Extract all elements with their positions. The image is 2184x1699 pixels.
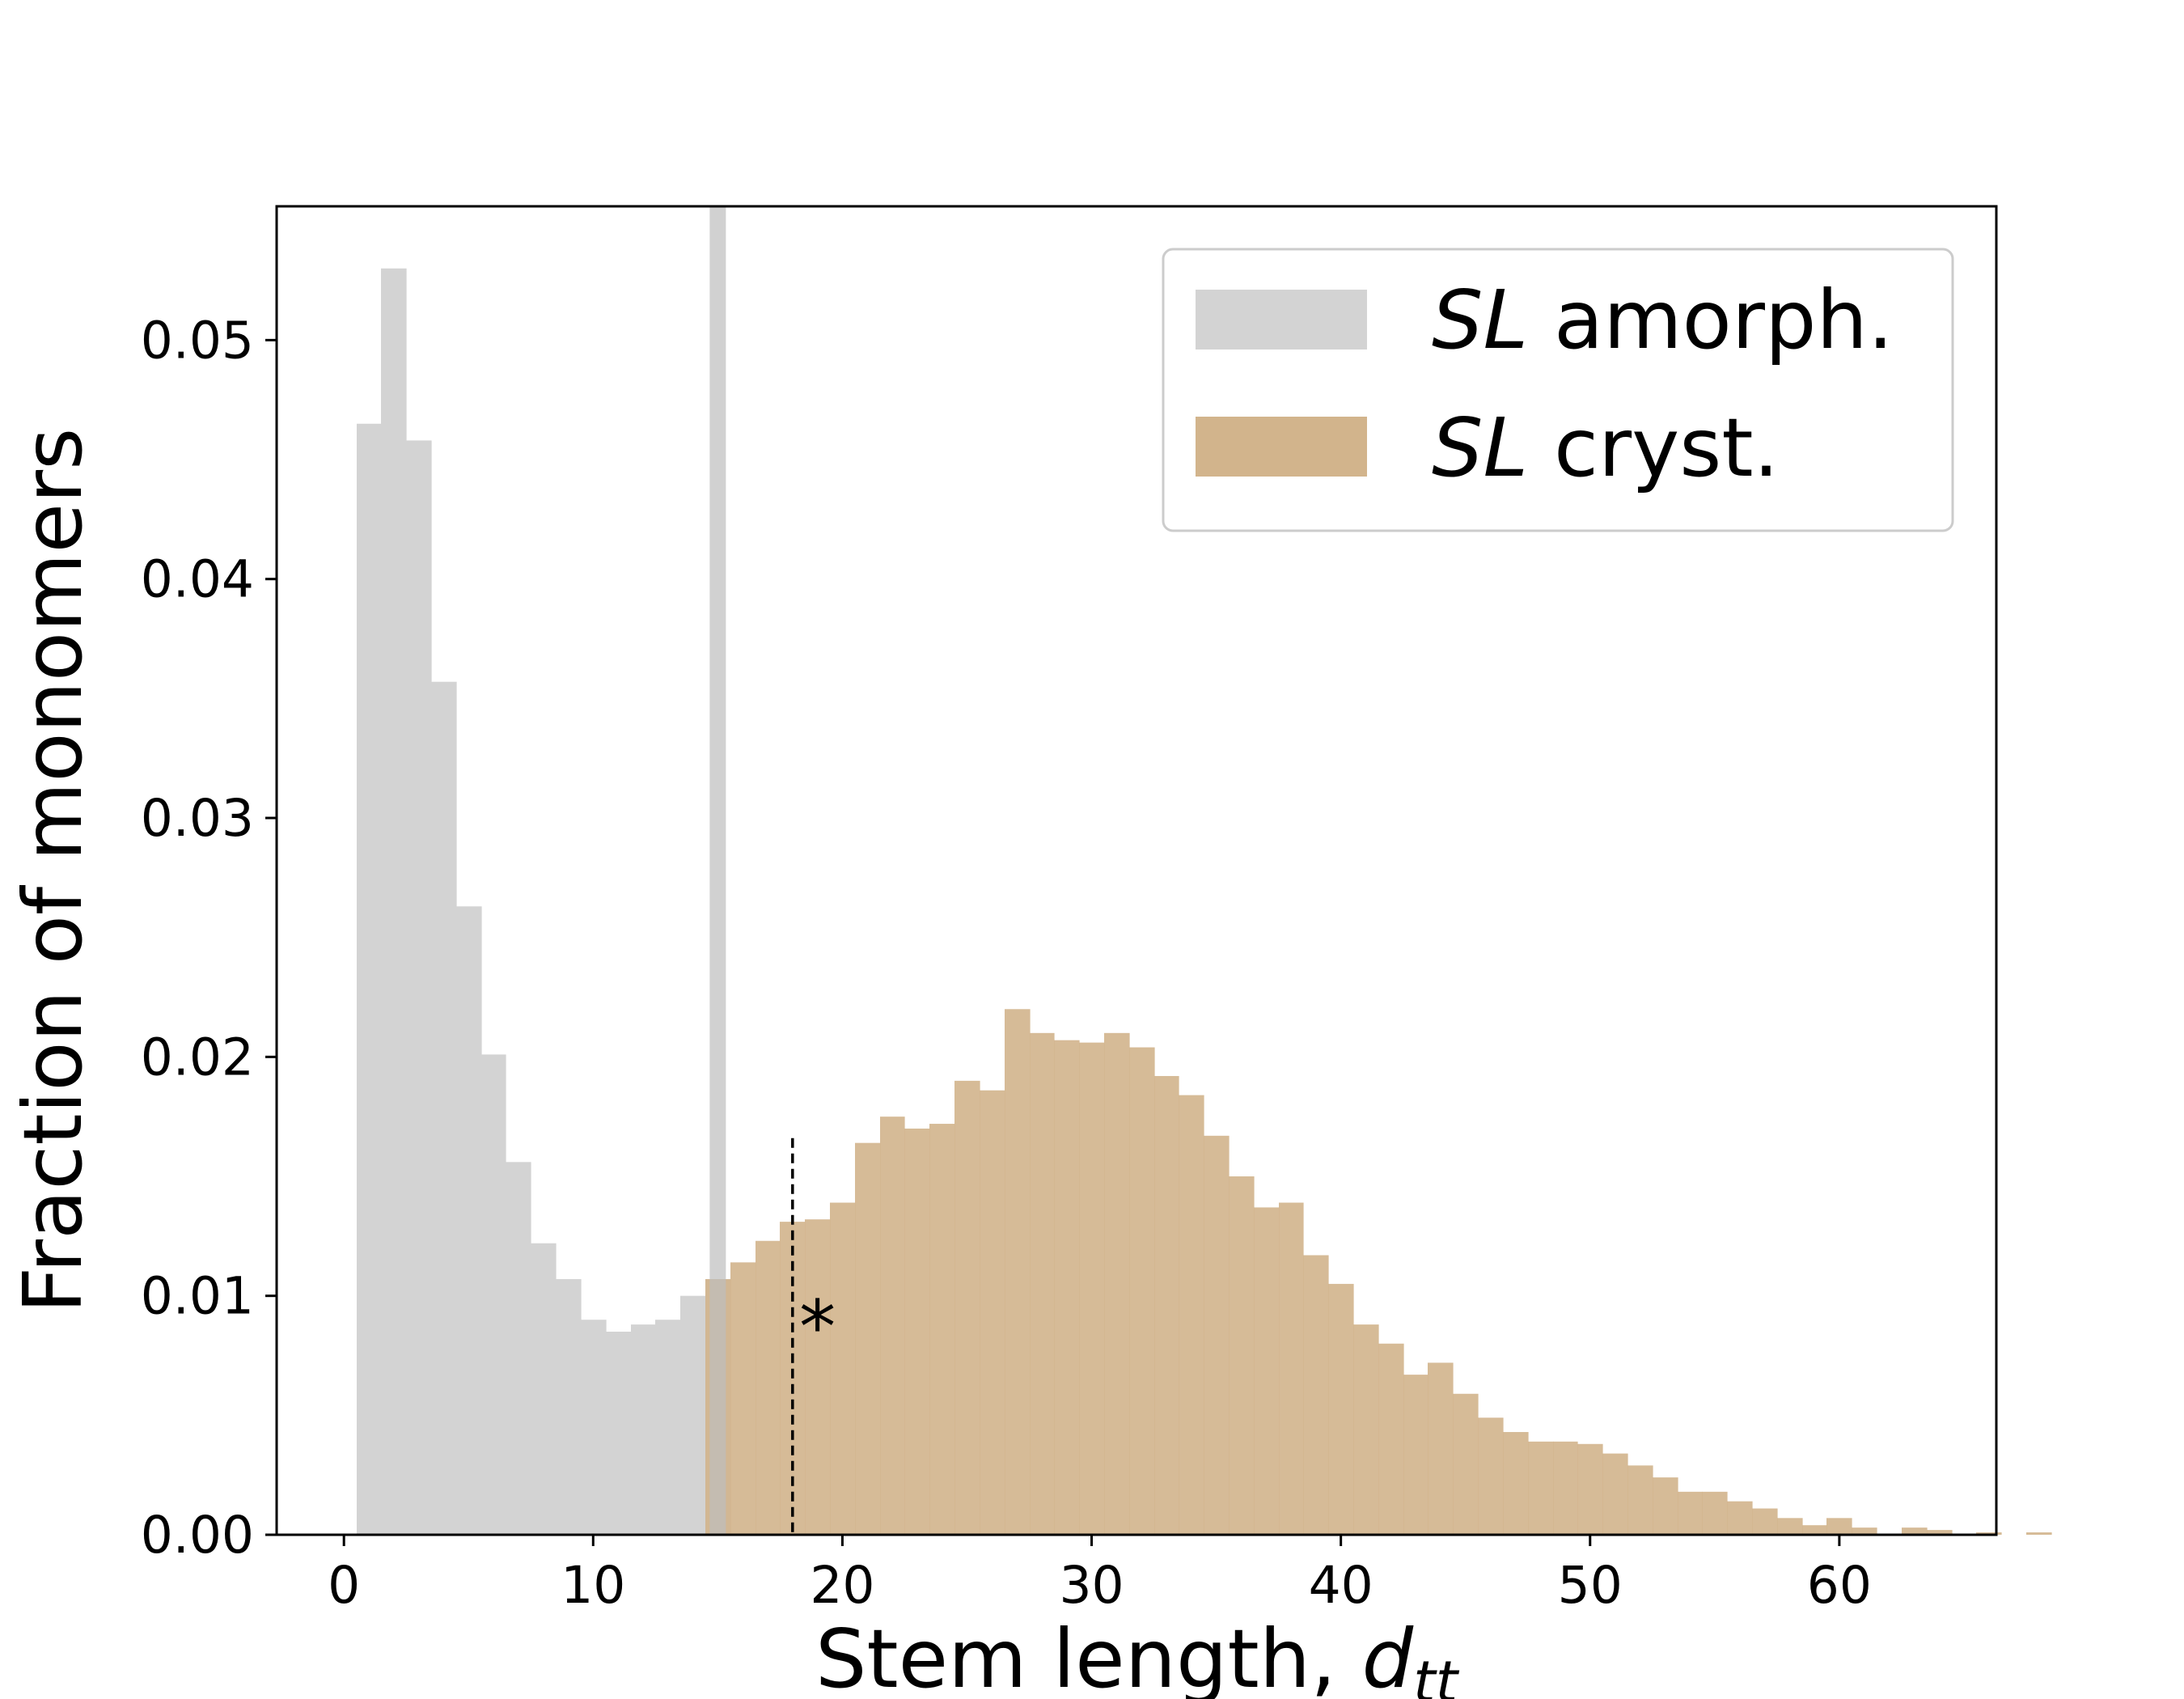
legend-swatch-cryst: [1196, 417, 1367, 477]
bar-cryst-11: [980, 1090, 1005, 1535]
legend-label-cryst: SL cryst.: [1432, 400, 1779, 495]
bar-cryst-43: [1777, 1518, 1803, 1535]
y-tick-label: 0.05: [141, 311, 254, 370]
bar-cryst-6: [855, 1142, 881, 1535]
bar-cryst-35: [1577, 1443, 1603, 1535]
bar-cryst-20: [1204, 1135, 1230, 1535]
bar-cryst-24: [1303, 1255, 1329, 1535]
bar-cryst-5: [830, 1202, 856, 1535]
bar-cryst-34: [1553, 1441, 1578, 1535]
bar-cryst-4: [805, 1219, 831, 1535]
bar-amorph-2: [406, 440, 432, 1535]
bar-cryst-39: [1678, 1491, 1703, 1535]
bar-cryst-44: [1802, 1525, 1827, 1535]
bar-cryst-48: [1902, 1527, 1928, 1535]
y-tick-label: 0.00: [141, 1506, 254, 1565]
bar-cryst-41: [1727, 1501, 1753, 1535]
y-axis-label: Fraction of monomers: [6, 428, 100, 1313]
bar-amorph-13: [680, 1295, 706, 1535]
bar-cryst-15: [1079, 1042, 1105, 1535]
bar-amorph-9: [581, 1320, 607, 1535]
bar-cryst-37: [1627, 1465, 1653, 1535]
bar-amorph-0: [357, 423, 382, 1535]
bar-cryst-31: [1478, 1417, 1504, 1535]
legend-label-cryst-italic: SL: [1432, 400, 1528, 495]
x-tick-label: 60: [1807, 1556, 1872, 1615]
bar-cryst-12: [1005, 1009, 1031, 1535]
bar-amorph-10: [606, 1331, 632, 1535]
bar-cryst-1: [730, 1262, 756, 1535]
y-tick-label: 0.02: [141, 1027, 254, 1087]
bar-cryst-14: [1054, 1040, 1080, 1535]
bar-amorph-7: [531, 1243, 557, 1535]
bar-cryst-36: [1602, 1453, 1628, 1535]
bar-cryst-17: [1129, 1047, 1155, 1535]
bar-cryst-9: [929, 1124, 955, 1535]
bar-cryst-16: [1104, 1032, 1130, 1535]
legend: SL amorph. SL cryst.: [1162, 248, 1954, 532]
x-axis-label-math: d: [1362, 1612, 1414, 1699]
overlay-layer: [709, 206, 794, 1535]
bar-amorph-8: [556, 1279, 582, 1535]
bar-cryst-27: [1378, 1343, 1404, 1535]
axes-layer: 0 10 20 30 40 50 60 0.00 0.01 0.02 0.03 0.04 0.05: [141, 311, 1872, 1615]
bar-cryst-28: [1403, 1375, 1428, 1535]
bar-amorph-4: [456, 906, 482, 1535]
bar-cryst-23: [1279, 1202, 1304, 1535]
legend-swatch-amorph: [1196, 290, 1367, 350]
x-tick-label: 0: [328, 1556, 360, 1615]
y-tick-label: 0.03: [141, 789, 254, 848]
bar-cryst-49: [1927, 1530, 1953, 1535]
bar-cryst-2: [756, 1240, 781, 1535]
bar-cryst-46: [1852, 1527, 1877, 1535]
bars-layer: [357, 268, 2052, 1535]
x-axis-label: Stem length, dtt: [815, 1612, 1460, 1699]
bar-cryst-8: [904, 1128, 930, 1535]
x-axis-label-subscript: tt: [1413, 1649, 1459, 1699]
bar-cryst-33: [1528, 1441, 1554, 1535]
plot-frame: [275, 205, 1998, 1536]
bar-cryst-26: [1353, 1324, 1379, 1535]
y-tick-label: 0.01: [141, 1267, 254, 1326]
legend-label-amorph-italic: SL: [1432, 273, 1528, 367]
bar-cryst-21: [1229, 1176, 1255, 1535]
x-tick-label: 30: [1059, 1556, 1124, 1615]
bar-cryst-29: [1428, 1362, 1454, 1535]
bar-amorph-12: [655, 1320, 681, 1535]
bar-cryst-18: [1154, 1075, 1179, 1535]
x-tick-label: 20: [810, 1556, 874, 1615]
bar-cryst-19: [1179, 1095, 1204, 1535]
bar-cryst-10: [954, 1080, 980, 1535]
bar-cryst-32: [1503, 1432, 1529, 1535]
x-tick-label: 40: [1309, 1556, 1373, 1615]
bar-cryst-22: [1254, 1207, 1280, 1535]
y-tick-label: 0.04: [141, 550, 254, 609]
bar-cryst-53: [2026, 1532, 2052, 1535]
x-axis-label-text: Stem length,: [815, 1612, 1362, 1699]
bar-amorph-6: [506, 1162, 531, 1535]
bar-cryst-45: [1826, 1518, 1852, 1535]
bar-cryst-38: [1653, 1477, 1678, 1535]
bar-cryst-25: [1328, 1283, 1354, 1535]
annotation-star: *: [799, 1285, 836, 1370]
bar-amorph-11: [631, 1324, 656, 1535]
bar-cryst-42: [1752, 1508, 1778, 1535]
bar-cryst-7: [880, 1116, 905, 1535]
legend-label-cryst-rest: cryst.: [1528, 400, 1779, 495]
bar-amorph-3: [431, 681, 457, 1535]
bar-cryst-13: [1030, 1032, 1055, 1535]
bar-cryst-40: [1702, 1491, 1728, 1535]
x-tick-label: 50: [1558, 1556, 1623, 1615]
bar-cryst-30: [1453, 1393, 1479, 1535]
legend-label-amorph-rest: amorph.: [1528, 273, 1893, 367]
bar-amorph-1: [381, 268, 407, 1535]
bar-amorph-5: [481, 1054, 506, 1535]
vertical-band: [709, 206, 726, 1535]
x-tick-label: 10: [561, 1556, 625, 1615]
legend-label-amorph: SL amorph.: [1432, 273, 1894, 367]
